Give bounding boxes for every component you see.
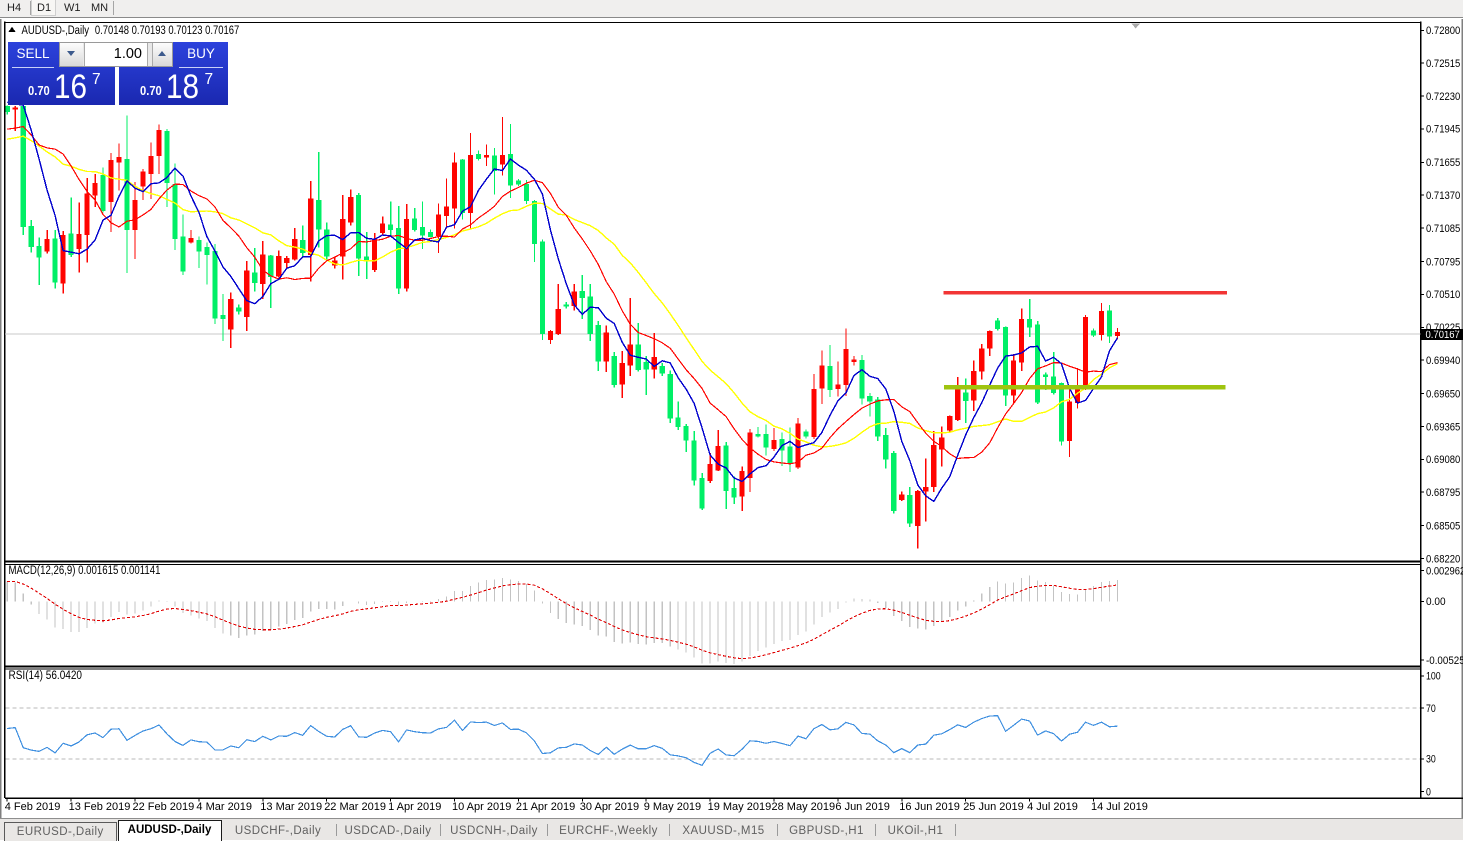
svg-text:MACD(12,26,9) 0.001615 0.00114: MACD(12,26,9) 0.001615 0.001141 — [9, 565, 161, 577]
svg-text:13 Feb 2019: 13 Feb 2019 — [69, 801, 131, 813]
svg-text:0.68505: 0.68505 — [1426, 520, 1460, 532]
svg-text:0.69650: 0.69650 — [1426, 388, 1460, 400]
svg-text:0.69940: 0.69940 — [1426, 355, 1460, 367]
svg-text:28 May 2019: 28 May 2019 — [772, 801, 836, 813]
svg-text:16 Jun 2019: 16 Jun 2019 — [899, 801, 960, 813]
svg-text:1 Apr 2019: 1 Apr 2019 — [388, 801, 441, 813]
svg-text:22 Feb 2019: 22 Feb 2019 — [133, 801, 195, 813]
svg-text:0: 0 — [1426, 787, 1431, 799]
svg-text:70: 70 — [1426, 703, 1436, 715]
svg-text:19 May 2019: 19 May 2019 — [708, 801, 772, 813]
svg-text:0.71655: 0.71655 — [1426, 157, 1460, 169]
svg-text:22 Mar 2019: 22 Mar 2019 — [324, 801, 386, 813]
svg-text:0.68795: 0.68795 — [1426, 487, 1460, 499]
svg-text:10 Apr 2019: 10 Apr 2019 — [452, 801, 511, 813]
svg-text:0.72230: 0.72230 — [1426, 91, 1460, 103]
svg-text:13 Mar 2019: 13 Mar 2019 — [260, 801, 322, 813]
svg-text:0.00: 0.00 — [1426, 596, 1446, 608]
svg-text:0.69080: 0.69080 — [1426, 454, 1460, 466]
svg-text:25 Jun 2019: 25 Jun 2019 — [963, 801, 1024, 813]
svg-text:4 Feb 2019: 4 Feb 2019 — [5, 801, 61, 813]
svg-text:-0.005255: -0.005255 — [1426, 655, 1463, 667]
svg-text:0.71370: 0.71370 — [1426, 190, 1460, 202]
svg-text:14 Jul 2019: 14 Jul 2019 — [1091, 801, 1148, 813]
svg-text:0.70148 0.70193 0.70123 0.7016: 0.70148 0.70193 0.70123 0.70167 — [95, 25, 239, 37]
svg-text:0.002962: 0.002962 — [1426, 565, 1463, 577]
svg-text:0.70225: 0.70225 — [1426, 322, 1460, 334]
svg-text:0.72515: 0.72515 — [1426, 58, 1460, 70]
svg-text:0.70795: 0.70795 — [1426, 256, 1460, 268]
svg-text:21 Apr 2019: 21 Apr 2019 — [516, 801, 575, 813]
svg-text:RSI(14) 56.0420: RSI(14) 56.0420 — [9, 670, 83, 682]
svg-text:AUDUSD-,Daily: AUDUSD-,Daily — [22, 25, 90, 37]
svg-text:100: 100 — [1426, 671, 1441, 683]
svg-text:9 May 2019: 9 May 2019 — [644, 801, 701, 813]
svg-text:0.70510: 0.70510 — [1426, 289, 1460, 301]
svg-text:0.69365: 0.69365 — [1426, 421, 1460, 433]
svg-text:30 Apr 2019: 30 Apr 2019 — [580, 801, 639, 813]
svg-text:4 Mar 2019: 4 Mar 2019 — [196, 801, 252, 813]
svg-text:30: 30 — [1426, 754, 1436, 766]
svg-text:0.68220: 0.68220 — [1426, 553, 1460, 565]
svg-text:6 Jun 2019: 6 Jun 2019 — [835, 801, 889, 813]
svg-text:0.71945: 0.71945 — [1426, 124, 1460, 136]
svg-text:0.72800: 0.72800 — [1426, 25, 1460, 37]
svg-text:0.71085: 0.71085 — [1426, 223, 1460, 235]
svg-text:4 Jul 2019: 4 Jul 2019 — [1027, 801, 1078, 813]
